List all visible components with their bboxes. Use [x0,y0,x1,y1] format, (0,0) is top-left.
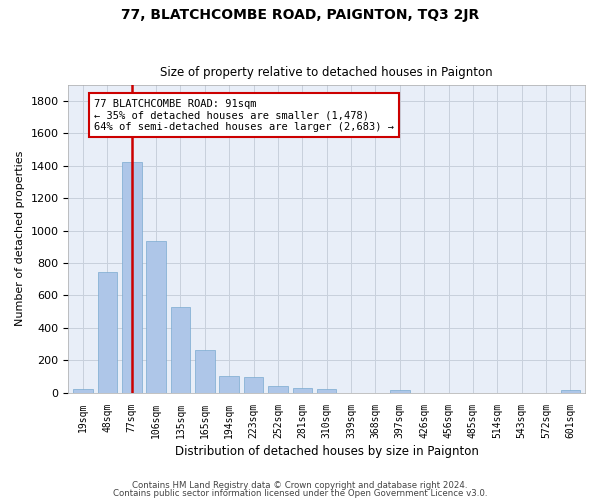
Text: 77 BLATCHCOMBE ROAD: 91sqm
← 35% of detached houses are smaller (1,478)
64% of s: 77 BLATCHCOMBE ROAD: 91sqm ← 35% of deta… [94,98,394,132]
Bar [73,390,93,392]
Bar [122,162,142,392]
Bar [268,386,288,392]
Bar [390,390,410,392]
Bar [195,350,215,393]
Text: Contains public sector information licensed under the Open Government Licence v3: Contains public sector information licen… [113,488,487,498]
Bar [244,377,263,392]
Y-axis label: Number of detached properties: Number of detached properties [15,151,25,326]
Bar [317,390,337,392]
Bar [171,306,190,392]
Bar [146,241,166,392]
Bar [98,272,117,392]
Bar [560,390,580,392]
Text: Contains HM Land Registry data © Crown copyright and database right 2024.: Contains HM Land Registry data © Crown c… [132,481,468,490]
Bar [220,376,239,392]
Text: 77, BLATCHCOMBE ROAD, PAIGNTON, TQ3 2JR: 77, BLATCHCOMBE ROAD, PAIGNTON, TQ3 2JR [121,8,479,22]
Bar [293,388,312,392]
Title: Size of property relative to detached houses in Paignton: Size of property relative to detached ho… [160,66,493,80]
X-axis label: Distribution of detached houses by size in Paignton: Distribution of detached houses by size … [175,444,479,458]
